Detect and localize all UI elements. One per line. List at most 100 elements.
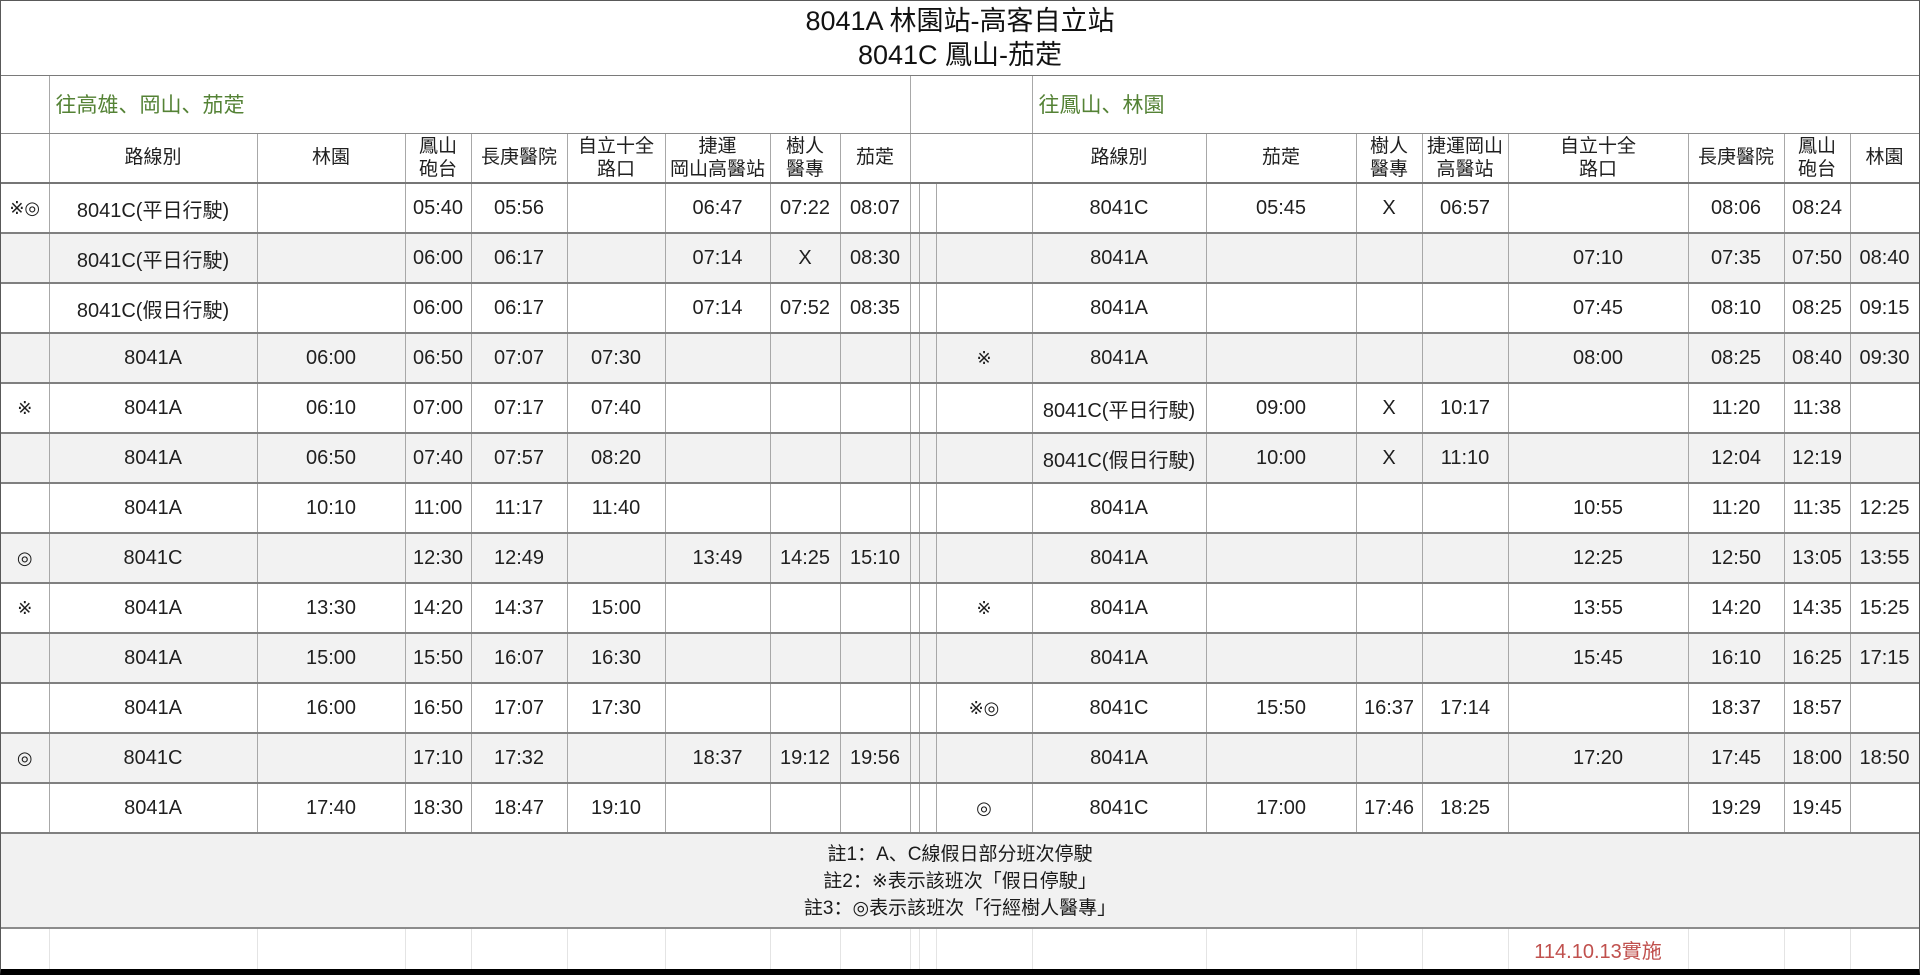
left-time-cell [840,683,911,734]
table-gap-cell [910,283,920,334]
left-time-cell [567,233,666,284]
left-col-fengshan-paotai: 鳳山 砲台 [405,133,472,184]
table-gap-cell [919,233,937,284]
left-time-cell: 14:25 [770,533,841,584]
left-time-cell [665,583,771,634]
page-title: 8041A 林園站-高客自立站 8041C 鳳山-茄萣 [1,1,1919,76]
left-time-cell [567,733,666,784]
timetable-body: ※◎ 8041C(平日行駛) 05:40 05:56 06:47 07:22 08:07 80… [1,183,1919,834]
right-time-cell [1206,483,1357,534]
right-col-fengshan-paotai: 鳳山 砲台 [1784,133,1851,184]
left-symbol-cell [1,333,50,384]
right-time-cell [1850,383,1919,434]
note-1: 註1：A、C線假日部分班次停駛 [827,844,1093,865]
right-time-cell: 17:46 [1356,783,1423,834]
left-time-cell: 19:56 [840,733,911,784]
left-time-cell: 17:30 [567,683,666,734]
right-time-cell: 17:00 [1206,783,1357,834]
left-route-cell: 8041C(平日行駛) [49,183,258,234]
left-time-cell: 08:20 [567,433,666,484]
left-symbol-column-head [1,76,50,134]
left-time-cell [567,283,666,334]
left-col-mrt-gangshan: 捷運 岡山高醫站 [665,133,771,184]
left-time-cell [770,783,841,834]
table-gap-cell [919,533,937,584]
table-gap-cell [910,783,920,834]
left-time-cell: 17:32 [471,733,568,784]
footer-cell [471,928,568,969]
left-time-cell [770,633,841,684]
right-symbol-cell: ※◎ [936,683,1033,734]
left-time-cell: 18:30 [405,783,472,834]
right-time-cell [1206,633,1357,684]
left-time-cell [840,583,911,634]
right-route-cell: 8041A [1032,483,1207,534]
left-time-cell [770,583,841,634]
left-symbol-cell: ◎ [1,533,50,584]
right-symbol-cell [936,733,1033,784]
right-time-cell [1422,483,1509,534]
footer-cell [257,928,406,969]
left-time-cell [770,383,841,434]
right-time-cell [1206,583,1357,634]
left-route-cell: 8041A [49,383,258,434]
left-time-cell [770,333,841,384]
right-time-cell: 14:35 [1784,583,1851,634]
right-time-cell [1422,333,1509,384]
left-time-cell: 10:10 [257,483,406,534]
left-time-cell [770,483,841,534]
right-time-cell [1422,283,1509,334]
right-route-cell: 8041C(假日行駛) [1032,433,1207,484]
direction-row: 往高雄、岡山、茄萣 往鳳山、林園 [1,76,1919,134]
footer-cell [770,928,841,969]
left-route-cell: 8041C(平日行駛) [49,233,258,284]
footer-cell [1032,928,1207,969]
right-time-cell [1356,633,1423,684]
right-route-cell: 8041A [1032,233,1207,284]
right-time-cell: 09:30 [1850,333,1919,384]
timetable-row: 8041A 17:40 18:30 18:47 19:10 ◎ 8041C 17:00 17:4… [1,783,1919,834]
right-time-cell [1850,433,1919,484]
left-time-cell [665,483,771,534]
right-time-cell: 17:15 [1850,633,1919,684]
left-time-cell: 07:52 [770,283,841,334]
left-time-cell: 15:50 [405,633,472,684]
table-gap [910,76,919,134]
left-time-cell: 11:40 [567,483,666,534]
right-route-cell: 8041A [1032,733,1207,784]
right-direction-label: 往鳳山、林園 [1032,76,1919,134]
right-time-cell: 07:45 [1508,283,1689,334]
footer-cell [1,928,50,969]
right-route-cell: 8041C [1032,783,1207,834]
left-symbol-cell [1,633,50,684]
right-time-cell [1356,533,1423,584]
left-time-cell [840,333,911,384]
right-time-cell: 17:20 [1508,733,1689,784]
right-time-cell: 08:06 [1688,183,1785,234]
left-time-cell: 06:00 [405,233,472,284]
right-route-cell: 8041A [1032,583,1207,634]
right-time-cell: 08:00 [1508,333,1689,384]
table-gap-cell [919,183,937,234]
left-time-cell: 06:17 [471,233,568,284]
right-time-cell: 11:20 [1688,483,1785,534]
right-time-cell: 12:25 [1850,483,1919,534]
table-gap [919,133,936,184]
right-time-cell [1356,583,1423,634]
left-time-cell [665,783,771,834]
right-time-cell: 18:00 [1784,733,1851,784]
left-time-cell: 07:07 [471,333,568,384]
table-gap-cell [910,733,920,784]
right-time-cell: 13:55 [1850,533,1919,584]
left-time-cell: 11:00 [405,483,472,534]
right-time-cell [1206,283,1357,334]
left-col-shuren-college: 樹人 醫專 [770,133,841,184]
left-time-cell: 12:49 [471,533,568,584]
left-route-cell: 8041A [49,333,258,384]
left-col-linyuan: 林園 [257,133,406,184]
left-time-cell: 05:40 [405,183,472,234]
right-symbol-cell [936,183,1033,234]
left-time-cell: 16:50 [405,683,472,734]
right-time-cell [1356,733,1423,784]
right-time-cell: 10:00 [1206,433,1357,484]
